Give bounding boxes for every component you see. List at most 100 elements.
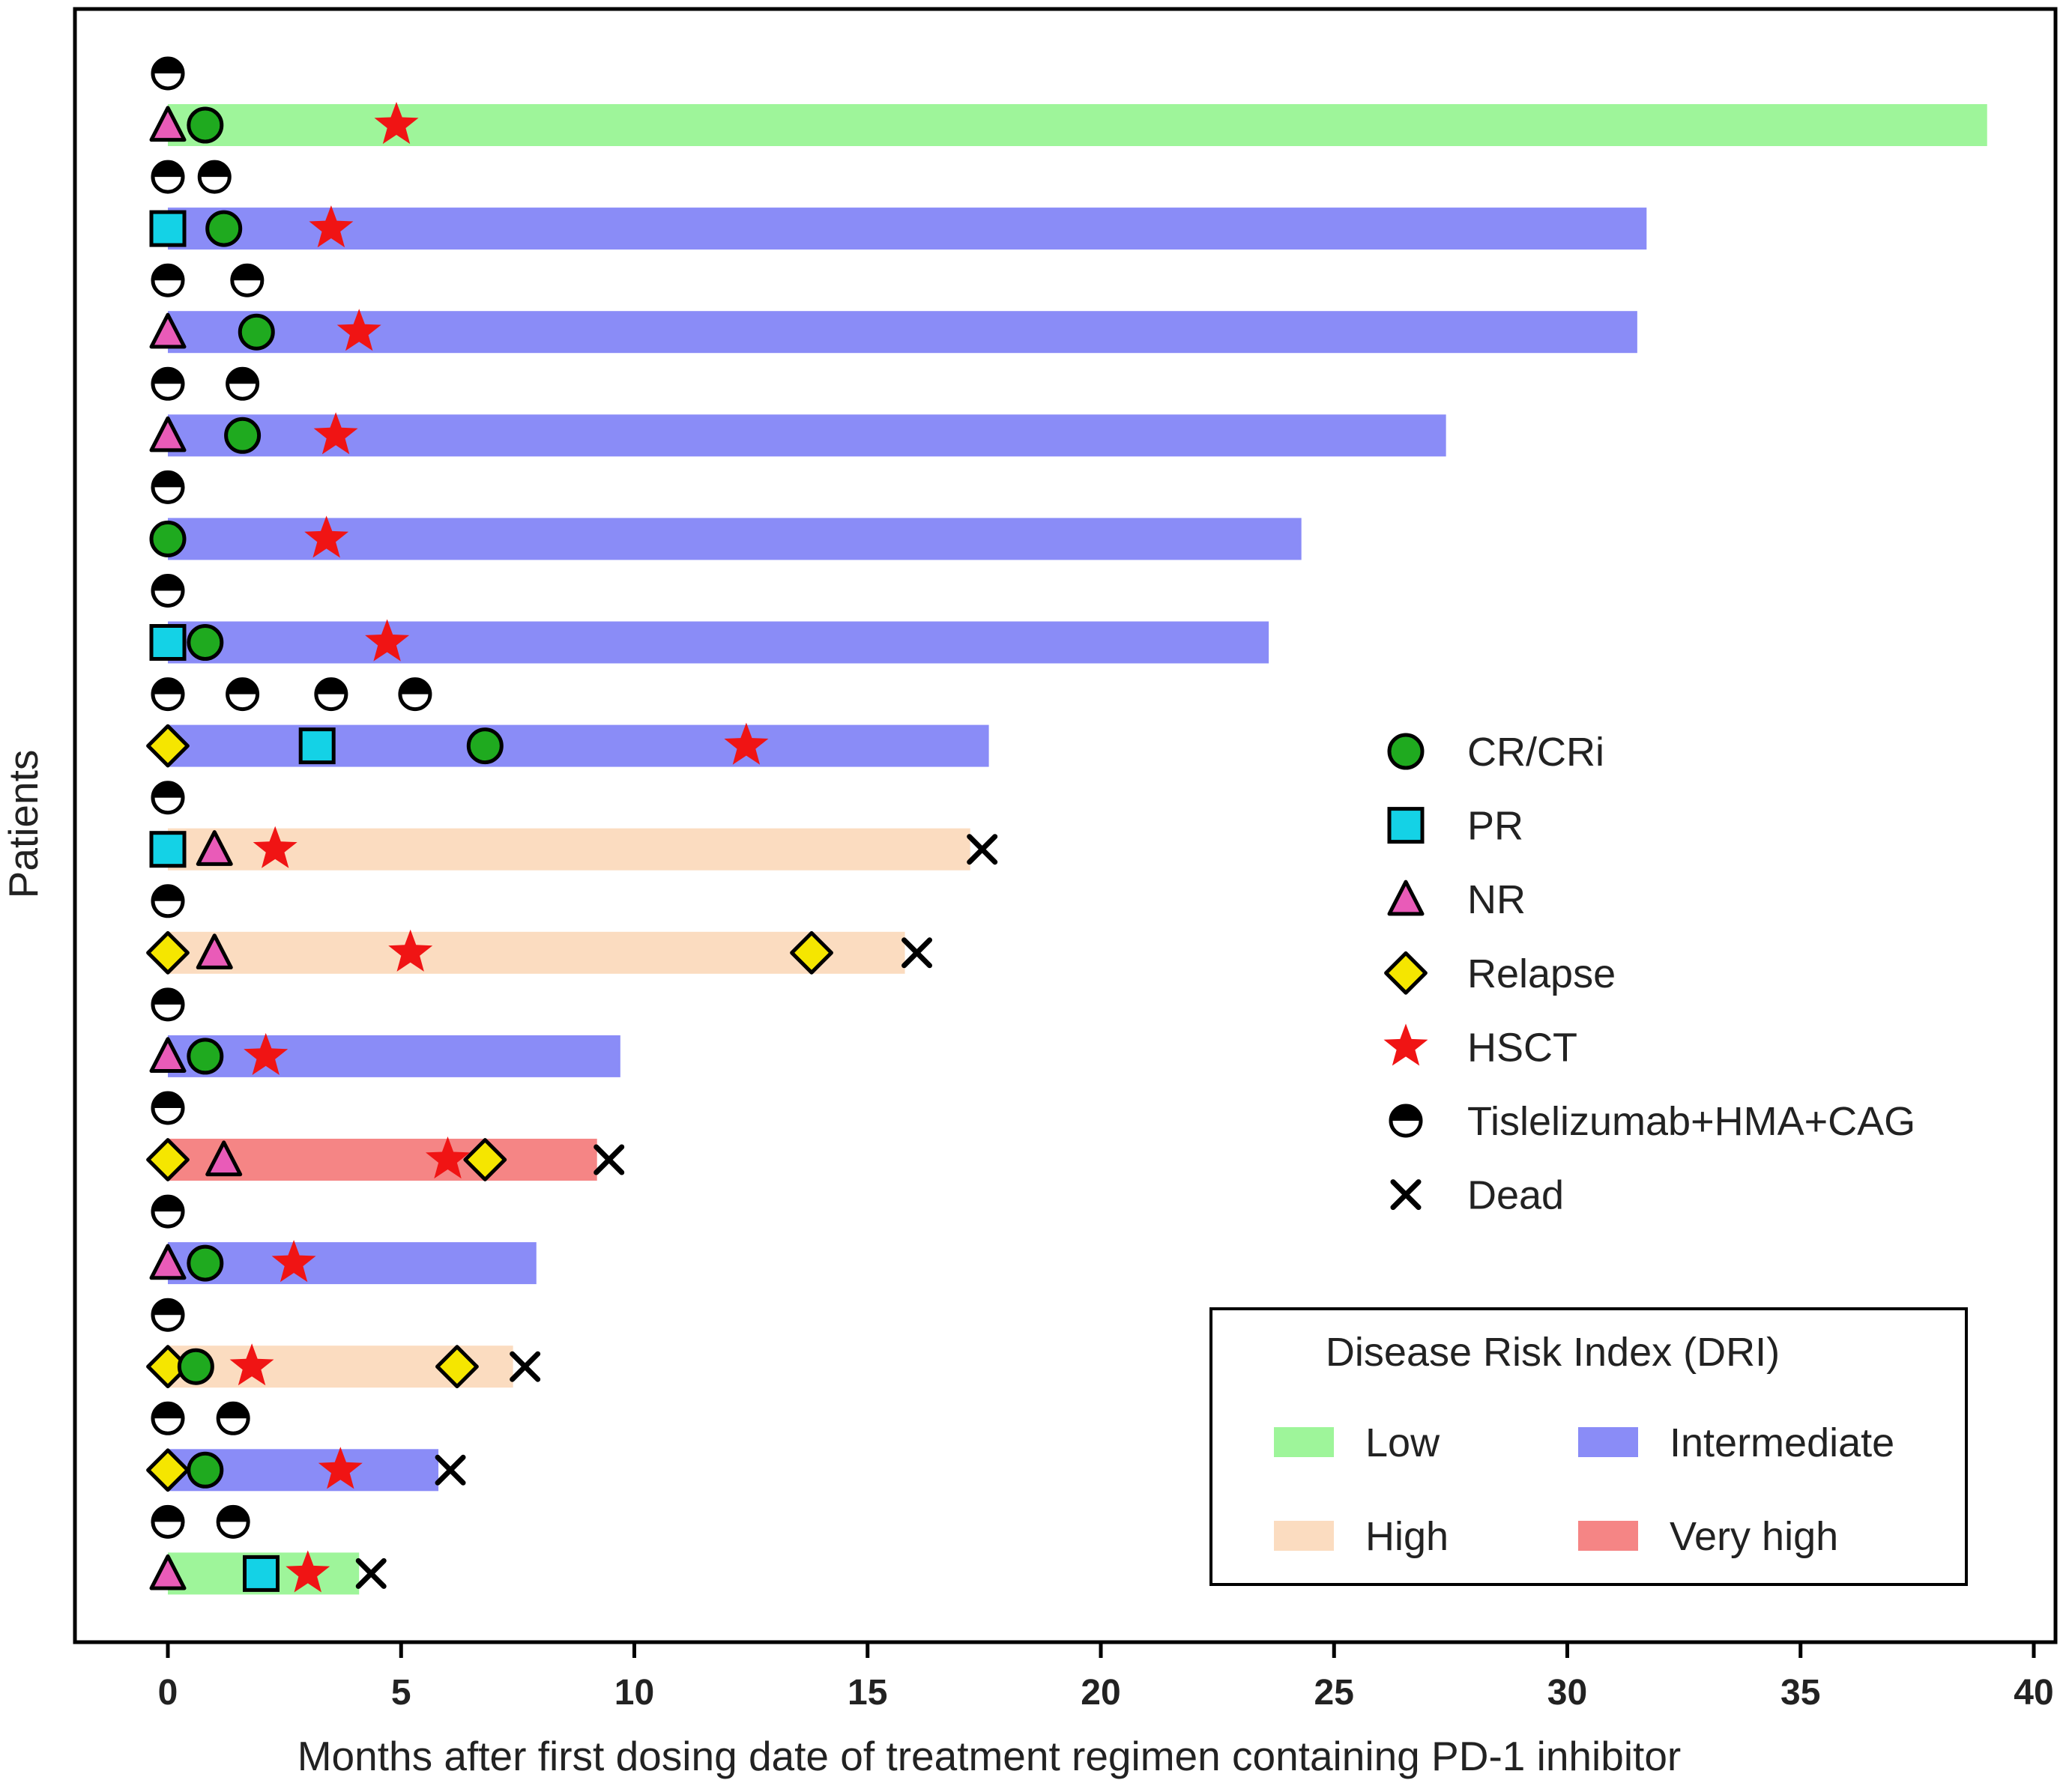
hsct-marker — [309, 205, 354, 248]
patient-bar-5 — [168, 518, 1302, 560]
tislelizumab-marker — [151, 987, 185, 1022]
tisl-fill — [153, 1093, 183, 1108]
tisl-fill — [153, 989, 183, 1005]
tisl-fill — [153, 575, 183, 591]
tislelizumab-marker — [151, 1504, 185, 1539]
nr-marker — [149, 312, 187, 349]
cr-marker — [224, 417, 262, 454]
pr-marker — [149, 624, 187, 661]
tisl-fill — [153, 58, 183, 73]
relapse-marker — [146, 1138, 190, 1181]
tislelizumab-marker — [151, 263, 185, 297]
x-tick-label: 35 — [1780, 1673, 1820, 1713]
dri-label-very-high: Very high — [1670, 1514, 1838, 1559]
dri-label-low: Low — [1365, 1420, 1440, 1465]
dead-marker — [510, 1351, 541, 1382]
hsct-marker — [286, 1550, 330, 1593]
legend-hsct-label: HSCT — [1467, 1025, 1577, 1070]
nr-marker — [149, 416, 187, 452]
tislelizumab-marker — [151, 1091, 185, 1125]
legend-dead-icon — [1390, 1179, 1422, 1211]
hsct-marker — [318, 1447, 363, 1489]
patient-bar-10 — [168, 1035, 620, 1077]
legend-cr-icon — [1387, 733, 1425, 770]
legend-pr-label: PR — [1467, 804, 1523, 849]
pr-marker — [149, 831, 187, 868]
legend-nr-icon — [1387, 880, 1425, 916]
tisl-fill — [153, 265, 183, 281]
patient-bar-7 — [168, 724, 989, 767]
cr-marker — [187, 624, 224, 661]
patient-bar-6 — [168, 621, 1269, 664]
nr-marker — [196, 933, 233, 969]
relapse-marker — [146, 724, 190, 768]
x-tick-label: 40 — [2014, 1673, 2053, 1713]
pr-marker — [149, 210, 187, 247]
dead-marker — [593, 1144, 625, 1175]
nr-marker — [205, 1140, 243, 1177]
tislelizumab-marker — [216, 1504, 250, 1539]
hsct-marker — [313, 412, 358, 455]
patient-bar-9 — [168, 931, 905, 974]
dri-legend: Disease Risk Index (DRI) Low Intermediate H… — [1209, 1307, 1968, 1586]
tisl-fill — [218, 1507, 249, 1522]
cr-marker — [205, 210, 243, 247]
dri-legend-title: Disease Risk Index (DRI) — [1326, 1330, 1780, 1375]
tisl-fill — [153, 782, 183, 798]
tisl-fill — [315, 679, 346, 694]
legend-dead-label: Dead — [1467, 1173, 1564, 1218]
tisl-fill — [232, 265, 262, 281]
cr-marker — [177, 1348, 214, 1385]
x-tick-label: 15 — [848, 1673, 887, 1713]
y-axis-label: Patients — [0, 750, 46, 899]
tislelizumab-marker — [151, 1401, 185, 1435]
dri-swatch-intermediate — [1578, 1427, 1638, 1457]
dead-marker — [435, 1454, 466, 1486]
nr-marker — [149, 1037, 187, 1074]
tisl-fill — [153, 1196, 183, 1212]
tisl-fill — [153, 679, 183, 694]
tisl-fill — [199, 162, 230, 178]
tislelizumab-marker — [197, 160, 232, 194]
tislelizumab-marker — [216, 1401, 250, 1435]
tislelizumab-marker — [151, 470, 185, 504]
hsct-marker — [271, 1240, 316, 1283]
relapse-marker — [435, 1345, 479, 1389]
tislelizumab-marker — [151, 1194, 185, 1229]
dri-label-high: High — [1365, 1514, 1449, 1559]
cr-marker — [187, 1451, 224, 1489]
nr-marker — [196, 830, 233, 866]
x-tick-label: 0 — [158, 1673, 178, 1713]
tisl-fill — [1391, 1106, 1421, 1121]
legend-nr-label: NR — [1467, 877, 1526, 922]
x-tick-label: 30 — [1547, 1673, 1587, 1713]
legend-relapse-icon — [1384, 951, 1428, 995]
dead-marker — [355, 1558, 387, 1589]
tisl-fill — [227, 679, 258, 694]
relapse-marker — [463, 1138, 507, 1181]
cr-marker — [187, 1038, 224, 1075]
tislelizumab-marker — [151, 1298, 185, 1332]
legend-pr-icon — [1387, 807, 1425, 844]
nr-marker — [149, 106, 187, 142]
tisl-fill — [218, 1403, 249, 1419]
cr-marker — [187, 106, 224, 144]
tislelizumab-marker — [151, 781, 185, 815]
relapse-marker — [146, 1448, 190, 1492]
tislelizumab-marker — [226, 677, 260, 712]
hsct-marker — [229, 1343, 274, 1386]
tisl-fill — [153, 1403, 183, 1419]
x-tick-label: 20 — [1081, 1673, 1120, 1713]
markers-layer — [146, 56, 998, 1593]
pr-marker — [298, 727, 336, 765]
hsct-marker — [304, 515, 349, 558]
legend-tisl-label: Tislelizumab+HMA+CAG — [1467, 1099, 1915, 1144]
bars-layer — [168, 104, 1987, 1595]
tislelizumab-marker — [398, 677, 432, 712]
tislelizumab-marker — [314, 677, 348, 712]
dri-label-intermediate: Intermediate — [1670, 1420, 1894, 1465]
relapse-marker — [790, 930, 833, 975]
cr-marker — [187, 1244, 224, 1282]
